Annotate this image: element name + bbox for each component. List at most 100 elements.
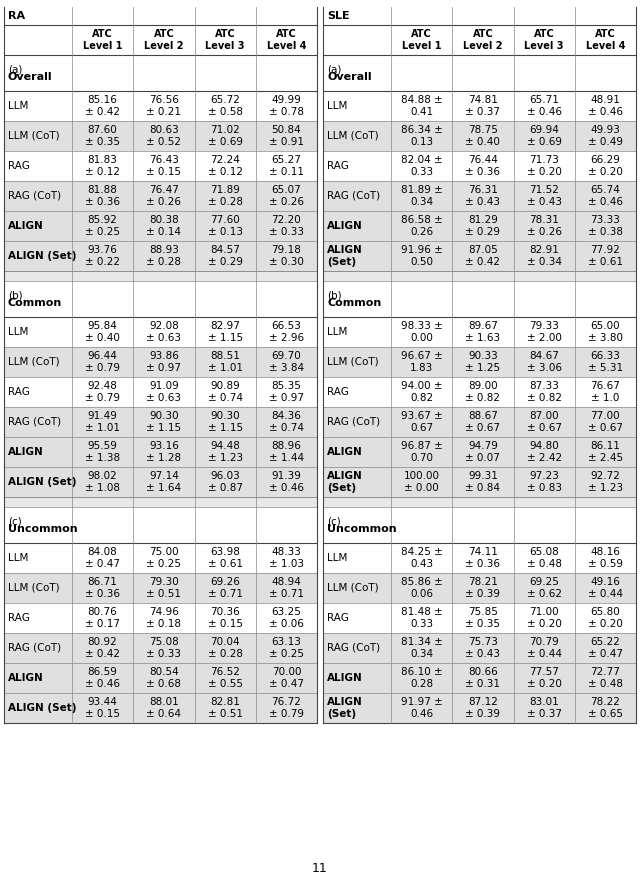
Bar (575, 347, 636, 377)
Text: ± 0.06: ± 0.06 (269, 619, 304, 629)
Bar (452, 317, 513, 347)
Bar (391, 241, 452, 271)
Text: 72.20: 72.20 (271, 215, 301, 225)
Text: ± 1.63: ± 1.63 (465, 333, 500, 343)
Bar (323, 407, 391, 437)
Text: ± 0.48: ± 0.48 (588, 679, 623, 689)
Bar (391, 151, 452, 181)
Text: ± 0.71: ± 0.71 (207, 589, 243, 599)
Text: 69.26: 69.26 (210, 577, 240, 587)
Bar (4, 603, 72, 633)
Text: RAG: RAG (327, 161, 349, 171)
Bar (72, 603, 133, 633)
Text: 75.85: 75.85 (468, 607, 498, 617)
Bar (452, 347, 513, 377)
Text: ± 0.61: ± 0.61 (207, 559, 243, 569)
Text: 85.86 ±: 85.86 ± (401, 577, 442, 587)
Bar (195, 317, 256, 347)
Text: 81.29: 81.29 (468, 215, 498, 225)
Text: LLM (CoT): LLM (CoT) (327, 357, 379, 367)
Bar (133, 663, 195, 693)
Text: 88.93: 88.93 (149, 245, 179, 255)
Bar (133, 347, 195, 377)
Text: 93.76: 93.76 (88, 245, 118, 255)
Text: 0.43: 0.43 (410, 559, 433, 569)
Text: 0.33: 0.33 (410, 167, 433, 177)
Text: ± 0.48: ± 0.48 (527, 559, 562, 569)
Text: 91.97 ±: 91.97 ± (401, 697, 442, 707)
Bar (4, 121, 72, 151)
Text: Common: Common (8, 298, 62, 308)
Bar (256, 437, 317, 467)
Text: ± 0.74: ± 0.74 (269, 423, 304, 433)
Text: ± 0.25: ± 0.25 (147, 559, 181, 569)
Bar (513, 91, 575, 121)
Text: ± 0.25: ± 0.25 (85, 227, 120, 237)
Bar (4, 497, 317, 507)
Text: ALIGN: ALIGN (327, 221, 363, 231)
Text: 0.70: 0.70 (410, 453, 433, 463)
Bar (4, 317, 72, 347)
Text: ± 3.80: ± 3.80 (588, 333, 623, 343)
Bar (575, 317, 636, 347)
Text: ALIGN: ALIGN (8, 221, 44, 231)
Bar (513, 211, 575, 241)
Text: (Set): (Set) (327, 709, 356, 719)
Bar (391, 91, 452, 121)
Bar (323, 211, 391, 241)
Bar (133, 181, 195, 211)
Text: 87.12: 87.12 (468, 697, 498, 707)
Text: 96.87 ±: 96.87 ± (401, 441, 442, 451)
Text: 90.30: 90.30 (211, 411, 240, 421)
Text: ± 0.29: ± 0.29 (207, 257, 243, 267)
Text: 90.30: 90.30 (149, 411, 179, 421)
Bar (575, 633, 636, 663)
Text: ± 0.36: ± 0.36 (465, 167, 500, 177)
Text: ± 0.61: ± 0.61 (588, 257, 623, 267)
Text: RAG: RAG (8, 161, 30, 171)
Text: ± 0.65: ± 0.65 (588, 709, 623, 719)
Text: ± 0.42: ± 0.42 (465, 257, 500, 267)
Text: ± 0.59: ± 0.59 (588, 559, 623, 569)
Text: 76.56: 76.56 (149, 95, 179, 105)
Text: Overall: Overall (8, 72, 52, 82)
Bar (452, 693, 513, 723)
Text: ± 0.67: ± 0.67 (465, 423, 500, 433)
Bar (4, 633, 72, 663)
Text: ± 0.62: ± 0.62 (527, 589, 562, 599)
Text: ± 1.23: ± 1.23 (588, 483, 623, 493)
Text: ± 0.42: ± 0.42 (85, 649, 120, 659)
Text: ± 1.64: ± 1.64 (147, 483, 181, 493)
Bar (323, 7, 636, 25)
Text: 81.88: 81.88 (88, 185, 118, 195)
Bar (391, 347, 452, 377)
Bar (195, 211, 256, 241)
Text: 79.18: 79.18 (271, 245, 301, 255)
Text: ± 1.03: ± 1.03 (269, 559, 304, 569)
Text: RAG (CoT): RAG (CoT) (8, 417, 61, 427)
Text: 49.93: 49.93 (591, 125, 620, 135)
Bar (4, 663, 72, 693)
Text: (Set): (Set) (327, 483, 356, 493)
Bar (323, 151, 391, 181)
Bar (452, 663, 513, 693)
Text: ± 0.69: ± 0.69 (207, 137, 243, 147)
Bar (4, 507, 317, 543)
Bar (391, 603, 452, 633)
Bar (4, 55, 317, 91)
Bar (575, 151, 636, 181)
Bar (452, 407, 513, 437)
Bar (452, 437, 513, 467)
Text: ± 0.67: ± 0.67 (527, 423, 562, 433)
Bar (513, 573, 575, 603)
Bar (195, 151, 256, 181)
Bar (133, 573, 195, 603)
Bar (256, 573, 317, 603)
Text: 91.49: 91.49 (88, 411, 118, 421)
Bar (4, 543, 72, 573)
Text: 70.00: 70.00 (271, 667, 301, 677)
Text: 72.24: 72.24 (210, 155, 240, 165)
Text: 65.72: 65.72 (210, 95, 240, 105)
Text: ATC
Level 3: ATC Level 3 (205, 29, 245, 51)
Text: ± 0.39: ± 0.39 (465, 589, 500, 599)
